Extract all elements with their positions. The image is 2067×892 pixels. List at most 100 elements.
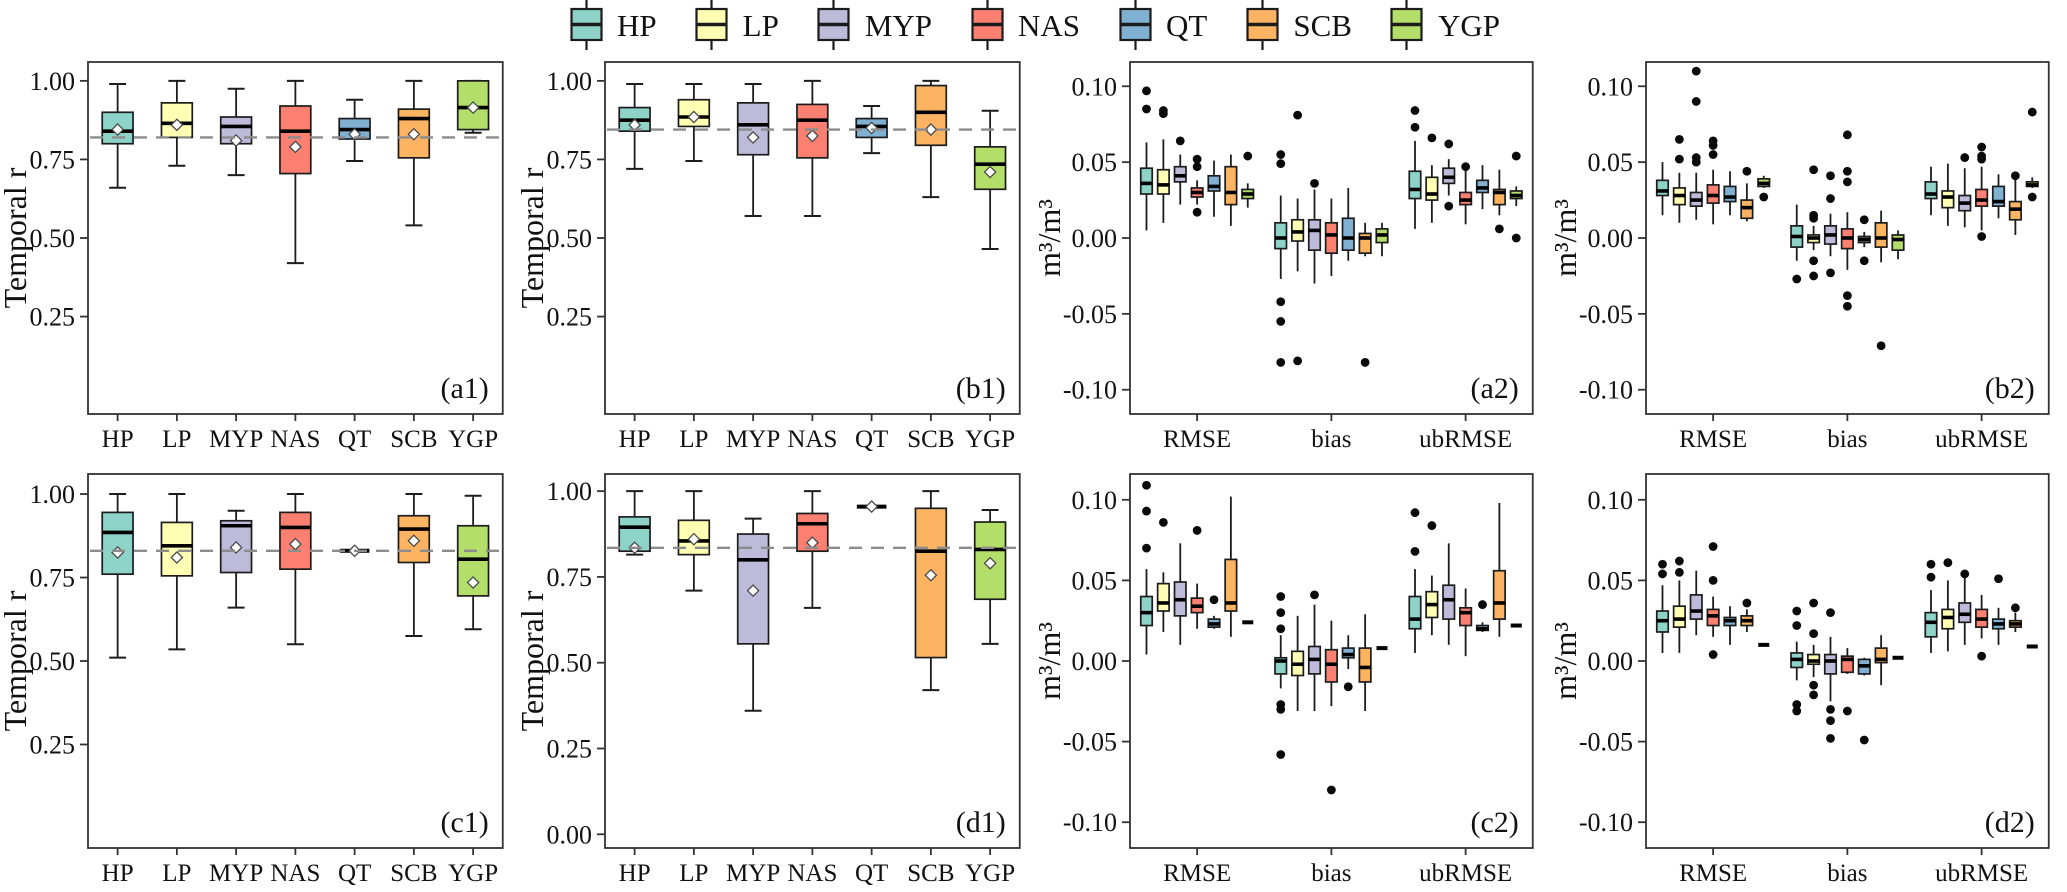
chart-b1: 0.25 0.50 0.75 1.00 Temporal r HP LP MYP NAS QT SC… bbox=[517, 61, 1021, 453]
x-tick-label-NAS: NAS bbox=[270, 860, 320, 887]
y-tick-label: 0.25 bbox=[546, 734, 592, 763]
y-tick-label: 1.00 bbox=[30, 67, 76, 96]
legend-item-HP: HP bbox=[567, 0, 657, 50]
box-c2-RMSE-NAS bbox=[1190, 526, 1204, 629]
y-tick-label: 0.75 bbox=[30, 564, 76, 593]
box-b2-bias-HP bbox=[1790, 204, 1804, 284]
box-a1-QT bbox=[338, 98, 371, 162]
legend-label: LP bbox=[742, 7, 779, 43]
box-c2-RMSE-HP bbox=[1139, 480, 1153, 655]
legend-label: NAS bbox=[1018, 7, 1081, 43]
x-tick-label-YGP: YGP bbox=[965, 426, 1015, 453]
legend-box-glyph bbox=[970, 0, 1004, 50]
x-group-label-RMSE: RMSE bbox=[1163, 860, 1231, 887]
y-tick-label: 0.10 bbox=[1588, 72, 1634, 101]
box-d1-HP bbox=[618, 490, 651, 556]
chart-b2: -0.10 -0.05 0.00 0.05 0.10 m³/m³ RMSE bias ubRMS… bbox=[1550, 61, 2050, 453]
box-d2-RMSE-NAS bbox=[1706, 542, 1720, 659]
y-tick-label: 1.00 bbox=[546, 67, 592, 96]
box-a2-ubRMSE-NAS bbox=[1458, 162, 1472, 225]
x-tick-label-HP: HP bbox=[102, 860, 134, 887]
panel-a2: -0.10 -0.05 0.00 0.05 0.10 m³/m³ RMSE bias ubRMS… bbox=[1034, 46, 1551, 458]
box-b2-bias-SCB bbox=[1874, 210, 1888, 351]
legend-label: SCB bbox=[1293, 7, 1352, 43]
box-a1-MYP bbox=[219, 87, 253, 177]
x-tick-label-LP: LP bbox=[679, 426, 708, 453]
box-c1-LP bbox=[160, 493, 194, 651]
panel-a1: 0.25 0.50 0.75 1.00 Temporal r HP LP MYP NAS QT SC… bbox=[0, 46, 517, 458]
box-a2-bias-HP bbox=[1273, 150, 1287, 367]
x-tick-label-HP: HP bbox=[102, 426, 134, 453]
y-tick-label: 0.00 bbox=[1071, 224, 1117, 253]
x-tick-label-QT: QT bbox=[338, 426, 371, 453]
y-tick-label: -0.05 bbox=[1579, 300, 1633, 329]
box-a2-RMSE-MYP bbox=[1173, 136, 1187, 205]
x-tick-label-LP: LP bbox=[679, 860, 708, 887]
box-a2-RMSE-NAS bbox=[1190, 154, 1204, 217]
y-tick-label: -0.05 bbox=[1062, 300, 1116, 329]
y-tick-label: 0.00 bbox=[1588, 647, 1634, 676]
box-d2-bias-MYP bbox=[1824, 608, 1838, 743]
box-a2-bias-NAS bbox=[1324, 198, 1338, 276]
y-tick-label: 0.50 bbox=[30, 647, 76, 676]
box-a2-RMSE-YGP bbox=[1240, 151, 1254, 208]
panel-label-d1: (d1) bbox=[956, 806, 1006, 839]
x-group-label-bias: bias bbox=[1311, 426, 1351, 453]
box-a2-bias-YGP bbox=[1374, 222, 1389, 257]
box-c1-SCB bbox=[397, 493, 431, 637]
box-c2-ubRMSE-LP bbox=[1424, 521, 1438, 636]
box-c2-ubRMSE-HP bbox=[1407, 508, 1422, 653]
y-tick-label: 0.10 bbox=[1588, 486, 1634, 515]
y-tick-label: 0.10 bbox=[1071, 486, 1117, 515]
box-b2-RMSE-LP bbox=[1673, 134, 1687, 223]
box-b2-RMSE-MYP bbox=[1689, 66, 1704, 220]
legend-item-NAS: NAS bbox=[968, 0, 1080, 50]
box-b2-ubRMSE-SCB bbox=[2009, 171, 2023, 235]
x-tick-label-LP: LP bbox=[162, 860, 191, 887]
box-c2-RMSE-LP bbox=[1156, 517, 1170, 632]
x-tick-label-SCB: SCB bbox=[907, 860, 954, 887]
legend-label: MYP bbox=[864, 7, 933, 43]
x-tick-label-YGP: YGP bbox=[448, 426, 498, 453]
box-c2-RMSE-MYP bbox=[1173, 543, 1187, 645]
box-a1-HP bbox=[101, 83, 134, 189]
box-d2-ubRMSE-LP bbox=[1941, 558, 1955, 652]
legend-item-LP: LP bbox=[693, 0, 779, 50]
box-b2-ubRMSE-LP bbox=[1941, 163, 1955, 226]
box-d2-ubRMSE-QT bbox=[1992, 574, 2006, 645]
panel-c1: 0.25 0.50 0.75 1.00 Temporal r HP LP MYP NAS QT SC… bbox=[0, 458, 517, 892]
x-group-label-ubRMSE: ubRMSE bbox=[1935, 426, 2028, 453]
x-tick-label-HP: HP bbox=[618, 860, 650, 887]
x-tick-label-QT: QT bbox=[338, 860, 371, 887]
legend-box-glyph bbox=[1118, 0, 1152, 50]
x-tick-label-MYP: MYP bbox=[209, 860, 263, 887]
x-tick-label-NAS: NAS bbox=[270, 426, 320, 453]
x-tick-label-MYP: MYP bbox=[209, 426, 263, 453]
box-c1-MYP bbox=[219, 509, 253, 609]
box-a2-ubRMSE-LP bbox=[1424, 133, 1438, 223]
legend-box-glyph bbox=[695, 0, 728, 50]
chart-a1: 0.25 0.50 0.75 1.00 Temporal r HP LP MYP NAS QT SC… bbox=[0, 61, 504, 453]
x-tick-label-MYP: MYP bbox=[726, 860, 780, 887]
legend-item-SCB: SCB bbox=[1243, 0, 1352, 50]
box-a2-RMSE-QT bbox=[1206, 160, 1221, 217]
box-c2-ubRMSE-MYP bbox=[1441, 543, 1455, 645]
box-a2-ubRMSE-HP bbox=[1407, 106, 1422, 229]
legend-box-glyph bbox=[1390, 0, 1424, 50]
y-tick-label: 0.05 bbox=[1588, 566, 1634, 595]
box-c2-ubRMSE-SCB bbox=[1492, 503, 1506, 637]
box-b1-YGP bbox=[973, 109, 1007, 250]
box-b2-bias-MYP bbox=[1824, 171, 1838, 278]
box-c2-ubRMSE-QT bbox=[1475, 600, 1489, 632]
x-group-label-ubRMSE: ubRMSE bbox=[1935, 860, 2028, 887]
legend-box-glyph bbox=[817, 0, 850, 50]
y-tick-label: -0.05 bbox=[1579, 728, 1633, 757]
box-b1-SCB bbox=[914, 79, 947, 199]
x-tick-label-YGP: YGP bbox=[965, 860, 1015, 887]
y-tick-label: 0.05 bbox=[1588, 148, 1634, 177]
box-d2-RMSE-HP bbox=[1656, 559, 1670, 653]
y-tick-label: -0.10 bbox=[1579, 808, 1633, 837]
y-tick-label: 1.00 bbox=[30, 480, 76, 509]
box-b2-bias-QT bbox=[1857, 215, 1872, 266]
